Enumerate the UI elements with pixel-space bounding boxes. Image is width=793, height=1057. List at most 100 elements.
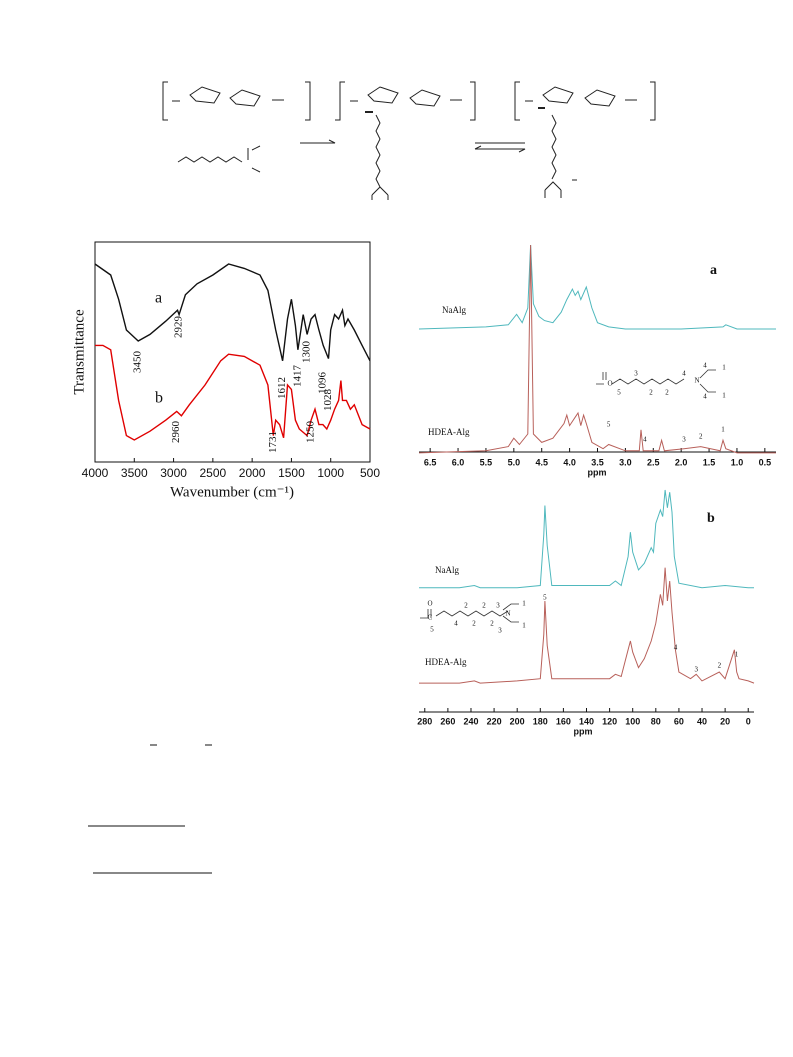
spectrum-chart: 280 260 240 220 200 180 160 140 120 100 80 60 40 20 0p… (417, 489, 755, 736)
reaction-scheme (162, 81, 656, 200)
x-tick-label: 2500 (200, 466, 227, 480)
peak-label: 3450 (132, 351, 144, 374)
structure-label: 1 (722, 392, 726, 400)
structure-label: 4 (682, 370, 686, 378)
structure-label: N (694, 377, 699, 385)
x-axis-label: Wavenumber (cm⁻¹) (170, 484, 294, 500)
plot-frame (94, 241, 371, 463)
x-tick-label: 5.5 (480, 457, 493, 467)
x-tick-label: 120 (602, 716, 617, 726)
series-label: a (155, 290, 162, 307)
x-tick-label: 240 (463, 716, 478, 726)
x-tick-label: 0 (746, 716, 751, 726)
structure-label: 3 (634, 370, 638, 378)
structure-label: 3 (496, 602, 500, 610)
structure-label: 1 (522, 600, 526, 608)
x-tick-label: 40 (697, 716, 707, 726)
series-label: HDEA-Alg (428, 427, 470, 437)
x-tick-label: 3500 (121, 466, 148, 480)
structure-label: 3 (498, 627, 502, 635)
x-tick-label: 0.5 (759, 457, 772, 467)
peak-label: 3 (694, 666, 698, 674)
structure-label: C (428, 614, 433, 622)
x-tick-label: 160 (556, 716, 571, 726)
spectrum-line (419, 489, 754, 589)
x-tick-label: 260 (440, 716, 455, 726)
x-tick-label: 6.0 (452, 457, 465, 467)
spectrum-line (418, 244, 776, 454)
structure-label: 2 (472, 620, 476, 628)
peak-label: 4 (674, 644, 678, 652)
x-tick-label: 200 (510, 716, 525, 726)
x-tick-label: 1.0 (731, 457, 744, 467)
x-tick-label: 3000 (160, 466, 187, 480)
y-axis-label: Transmittance (71, 309, 87, 395)
series-label: b (155, 390, 163, 407)
x-tick-label: 4.0 (563, 457, 576, 467)
peak-label: 2 (718, 662, 722, 670)
peak-label: 1028 (322, 389, 334, 412)
x-tick-label: 3.5 (591, 457, 604, 467)
peak-label: 4 (643, 436, 647, 444)
x-tick-label: 280 (417, 716, 432, 726)
x-tick-label: 1500 (278, 466, 305, 480)
x-tick-label: 100 (625, 716, 640, 726)
peak-label: 3 (682, 436, 686, 444)
structure-label: 5 (430, 626, 434, 634)
peak-label: 1300 (301, 341, 313, 364)
structure-drawing (420, 603, 519, 623)
x-tick-label: 220 (487, 716, 502, 726)
peak-label: 1 (735, 651, 739, 659)
spectrum-chart: 4000 3500 3000 2500 2000 1500 1000 500 Wavenumbe… (71, 241, 380, 500)
spectrum-line (94, 263, 371, 362)
spectrum-line (418, 244, 776, 330)
x-tick-label: 2.0 (675, 457, 688, 467)
x-tick-label: 60 (674, 716, 684, 726)
x-tick-label: 20 (720, 716, 730, 726)
text-rules (88, 744, 212, 874)
x-axis-label: ppm (574, 726, 593, 736)
x-tick-label: 80 (651, 716, 661, 726)
structure-label: 4 (703, 362, 707, 370)
structure-label: 4 (703, 393, 707, 401)
structure-label: 2 (464, 602, 468, 610)
x-axis-label: ppm (588, 467, 607, 477)
x-tick-label: 5.0 (508, 457, 521, 467)
peak-label: 2929 (173, 316, 185, 339)
peak-label: 5 (607, 421, 611, 429)
structure-label: 2 (649, 389, 653, 397)
panel-letter: a (710, 263, 717, 278)
peak-label: 1250 (305, 421, 317, 444)
x-tick-label: 1000 (317, 466, 344, 480)
panel-letter: b (707, 511, 715, 526)
x-tick-label: 140 (579, 716, 594, 726)
x-tick-label: 2000 (239, 466, 266, 480)
structure-label: 4 (454, 620, 458, 628)
spectrum-line (419, 567, 755, 684)
x-tick-label: 4000 (82, 466, 109, 480)
series-label: NaAlg (435, 565, 459, 575)
x-tick-label: 1.5 (703, 457, 716, 467)
structure-label: O (427, 600, 432, 608)
structure-label: 1 (722, 364, 726, 372)
series-label: NaAlg (442, 305, 466, 315)
peak-label: 2 (699, 433, 703, 441)
structure-label: 2 (482, 602, 486, 610)
structure-label: O (607, 380, 612, 388)
series-label: HDEA-Alg (425, 657, 467, 667)
x-tick-label: 3.0 (619, 457, 632, 467)
peak-label: 1096 (317, 372, 329, 395)
peak-label: 2960 (170, 421, 182, 444)
structure-label: 1 (522, 622, 526, 630)
spectrum-line (95, 344, 371, 441)
peak-label: 1731 (267, 431, 279, 453)
peak-label: 1 (721, 426, 725, 434)
x-tick-label: 4.5 (535, 457, 548, 467)
structure-label: N (505, 610, 510, 618)
spectrum-chart: 6.5 6.0 5.5 5.0 4.5 4.0 3.5 3.0 2.5 2.0 1.5 1.0 0.5 p… (418, 244, 776, 477)
x-tick-label: 180 (533, 716, 548, 726)
structure-label: 5 (617, 389, 621, 397)
x-tick-label: 6.5 (424, 457, 437, 467)
peak-label: 1417 (291, 365, 303, 388)
